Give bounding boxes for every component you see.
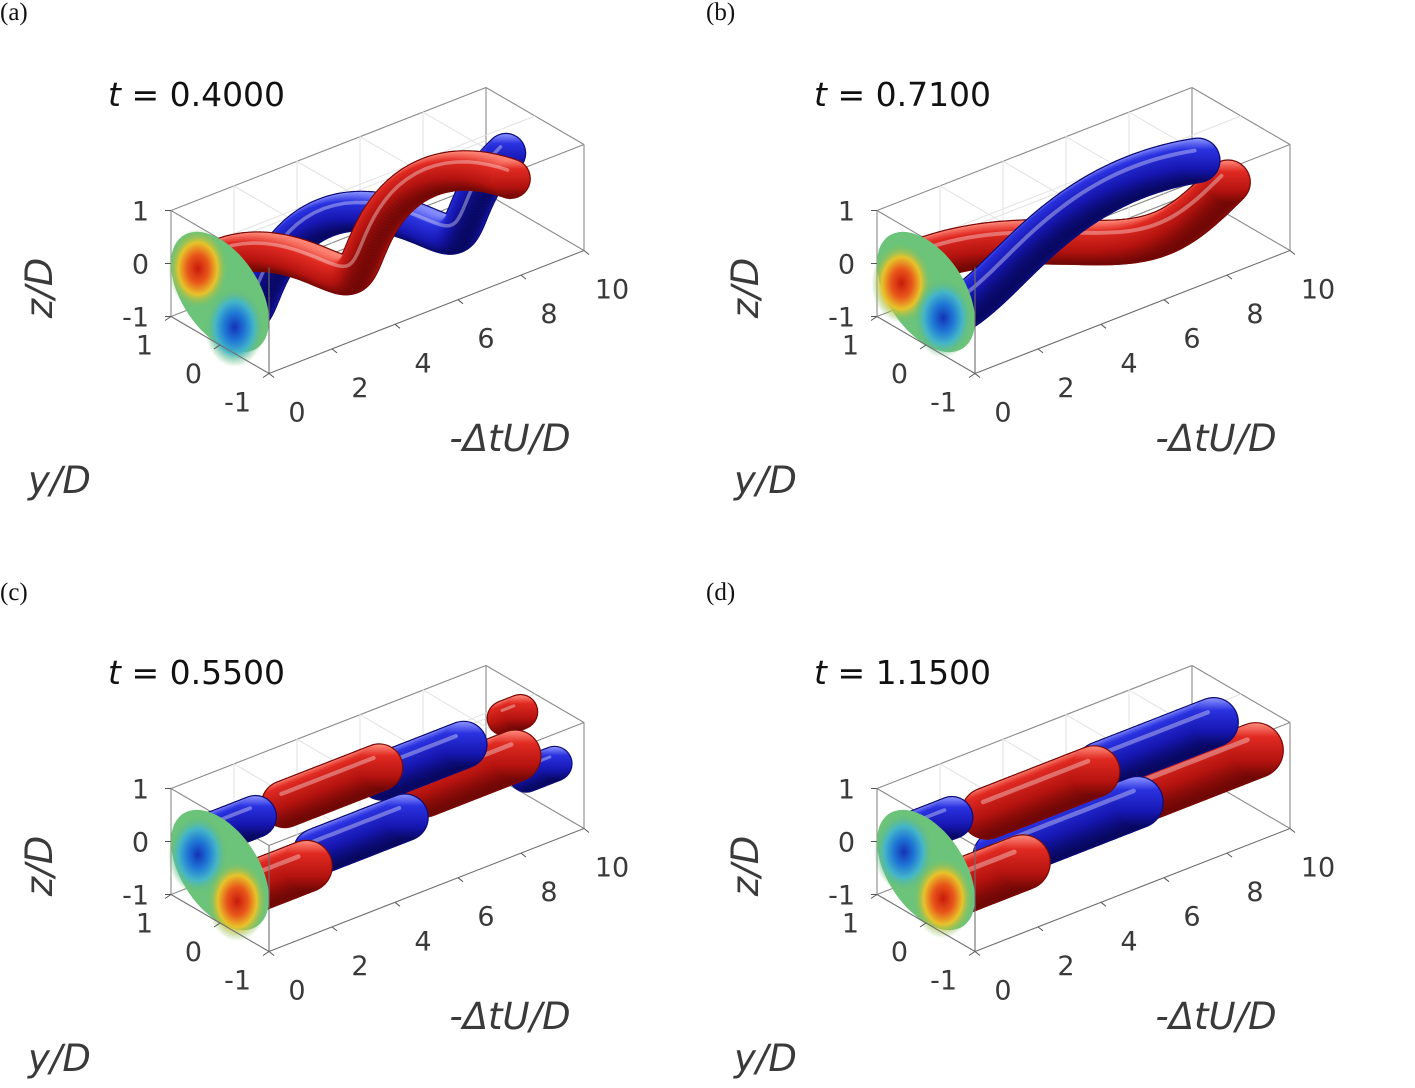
y-tick-label: 1	[136, 909, 153, 940]
x-tick-label: 2	[1057, 373, 1074, 404]
z-tick-label: 1	[838, 775, 855, 806]
x-tick-label: 0	[994, 976, 1011, 1007]
x-tick-label: 2	[351, 951, 368, 982]
y-tick-label: 0	[185, 359, 202, 390]
y-tick-label: -1	[930, 388, 957, 419]
panel-letter: (c)	[0, 579, 28, 606]
y-tick-label: -1	[224, 388, 251, 419]
negative-cell	[913, 277, 974, 358]
x-tick-label: 4	[1120, 348, 1137, 379]
isosurfaces	[879, 697, 1284, 923]
z-tick-label: 0	[132, 828, 149, 859]
negative-cell	[204, 287, 265, 368]
panel-letter: (b)	[706, 0, 735, 26]
cross-section-disc	[167, 228, 269, 368]
x-tick-label: 0	[288, 976, 305, 1007]
z-axis-label: z/D	[724, 836, 767, 897]
y-tick-label: 1	[842, 331, 859, 362]
x-axis-label: -ΔtU/D	[1155, 417, 1276, 460]
x-tick-label: 6	[477, 902, 494, 933]
x-tick-label: 10	[595, 853, 629, 884]
y-tick-label: -1	[224, 966, 251, 997]
z-tick-label: -1	[828, 303, 855, 334]
positive-isosurface	[486, 693, 539, 737]
z-tick-label: 1	[838, 197, 855, 228]
x-tick-label: 4	[414, 926, 431, 957]
axis-labels: -ΔtU/D y/D z/D	[18, 836, 571, 1080]
y-axis-label: y/D	[733, 459, 797, 502]
x-tick-label: 10	[1301, 275, 1335, 306]
y-tick-label: -1	[930, 966, 957, 997]
cross-section-disc	[167, 809, 269, 942]
z-axis-label: z/D	[18, 836, 61, 897]
x-tick-label: 2	[351, 373, 368, 404]
panel-letter: (d)	[706, 579, 735, 606]
x-tick-label: 6	[1183, 902, 1200, 933]
y-axis-label: y/D	[733, 1037, 797, 1080]
x-tick-label: 0	[288, 398, 305, 429]
x-tick-label: 8	[540, 299, 557, 330]
x-tick-label: 6	[477, 324, 494, 355]
x-axis-label: -ΔtU/D	[1155, 995, 1276, 1038]
y-tick-label: 0	[891, 937, 908, 968]
positive-isosurface	[960, 745, 1121, 840]
z-tick-label: 0	[132, 250, 149, 281]
x-tick-label: 0	[994, 398, 1011, 429]
cross-section-disc	[871, 231, 975, 358]
z-tick-label: 1	[132, 197, 149, 228]
z-tick-label: 0	[838, 250, 855, 281]
y-tick-label: 0	[891, 359, 908, 390]
z-axis-label: z/D	[724, 258, 767, 319]
x-axis-label: -ΔtU/D	[449, 995, 570, 1038]
cross-section-disc	[873, 809, 975, 939]
x-tick-label: 6	[1183, 324, 1200, 355]
panel-letter: (a)	[0, 0, 28, 26]
axis-labels: -ΔtU/D y/D z/D	[724, 258, 1277, 502]
x-tick-label: 8	[540, 877, 557, 908]
axis-labels: -ΔtU/D y/D z/D	[18, 258, 571, 502]
axis-labels: -ΔtU/D y/D z/D	[724, 836, 1277, 1080]
x-tick-label: 10	[595, 275, 629, 306]
z-tick-label: -1	[122, 881, 149, 912]
z-tick-label: -1	[828, 881, 855, 912]
z-tick-label: 1	[132, 775, 149, 806]
time-annotation: t = 0.4000	[108, 75, 285, 114]
time-annotation: t = 1.1500	[814, 653, 991, 692]
y-axis-label: y/D	[27, 1037, 91, 1080]
x-tick-label: 8	[1246, 299, 1263, 330]
x-axis-label: -ΔtU/D	[449, 417, 570, 460]
x-tick-label: 10	[1301, 853, 1335, 884]
negative-cell	[167, 814, 228, 895]
time-annotation: t = 0.5500	[108, 653, 285, 692]
x-tick-label: 4	[1120, 926, 1137, 957]
positive-cell	[913, 858, 974, 939]
y-tick-label: 1	[136, 331, 153, 362]
z-tick-label: 0	[838, 828, 855, 859]
time-annotation: t = 0.7100	[814, 75, 991, 114]
positive-cell	[207, 861, 268, 942]
positive-isosurface	[260, 743, 404, 829]
z-tick-label: -1	[122, 303, 149, 334]
x-tick-label: 4	[414, 348, 431, 379]
y-axis-label: y/D	[27, 459, 91, 502]
y-tick-label: 0	[185, 937, 202, 968]
negative-cell	[873, 811, 934, 892]
z-axis-label: z/D	[18, 258, 61, 319]
x-tick-label: 8	[1246, 877, 1263, 908]
y-tick-label: 1	[842, 909, 859, 940]
positive-cell	[167, 228, 228, 309]
x-tick-label: 2	[1057, 951, 1074, 982]
